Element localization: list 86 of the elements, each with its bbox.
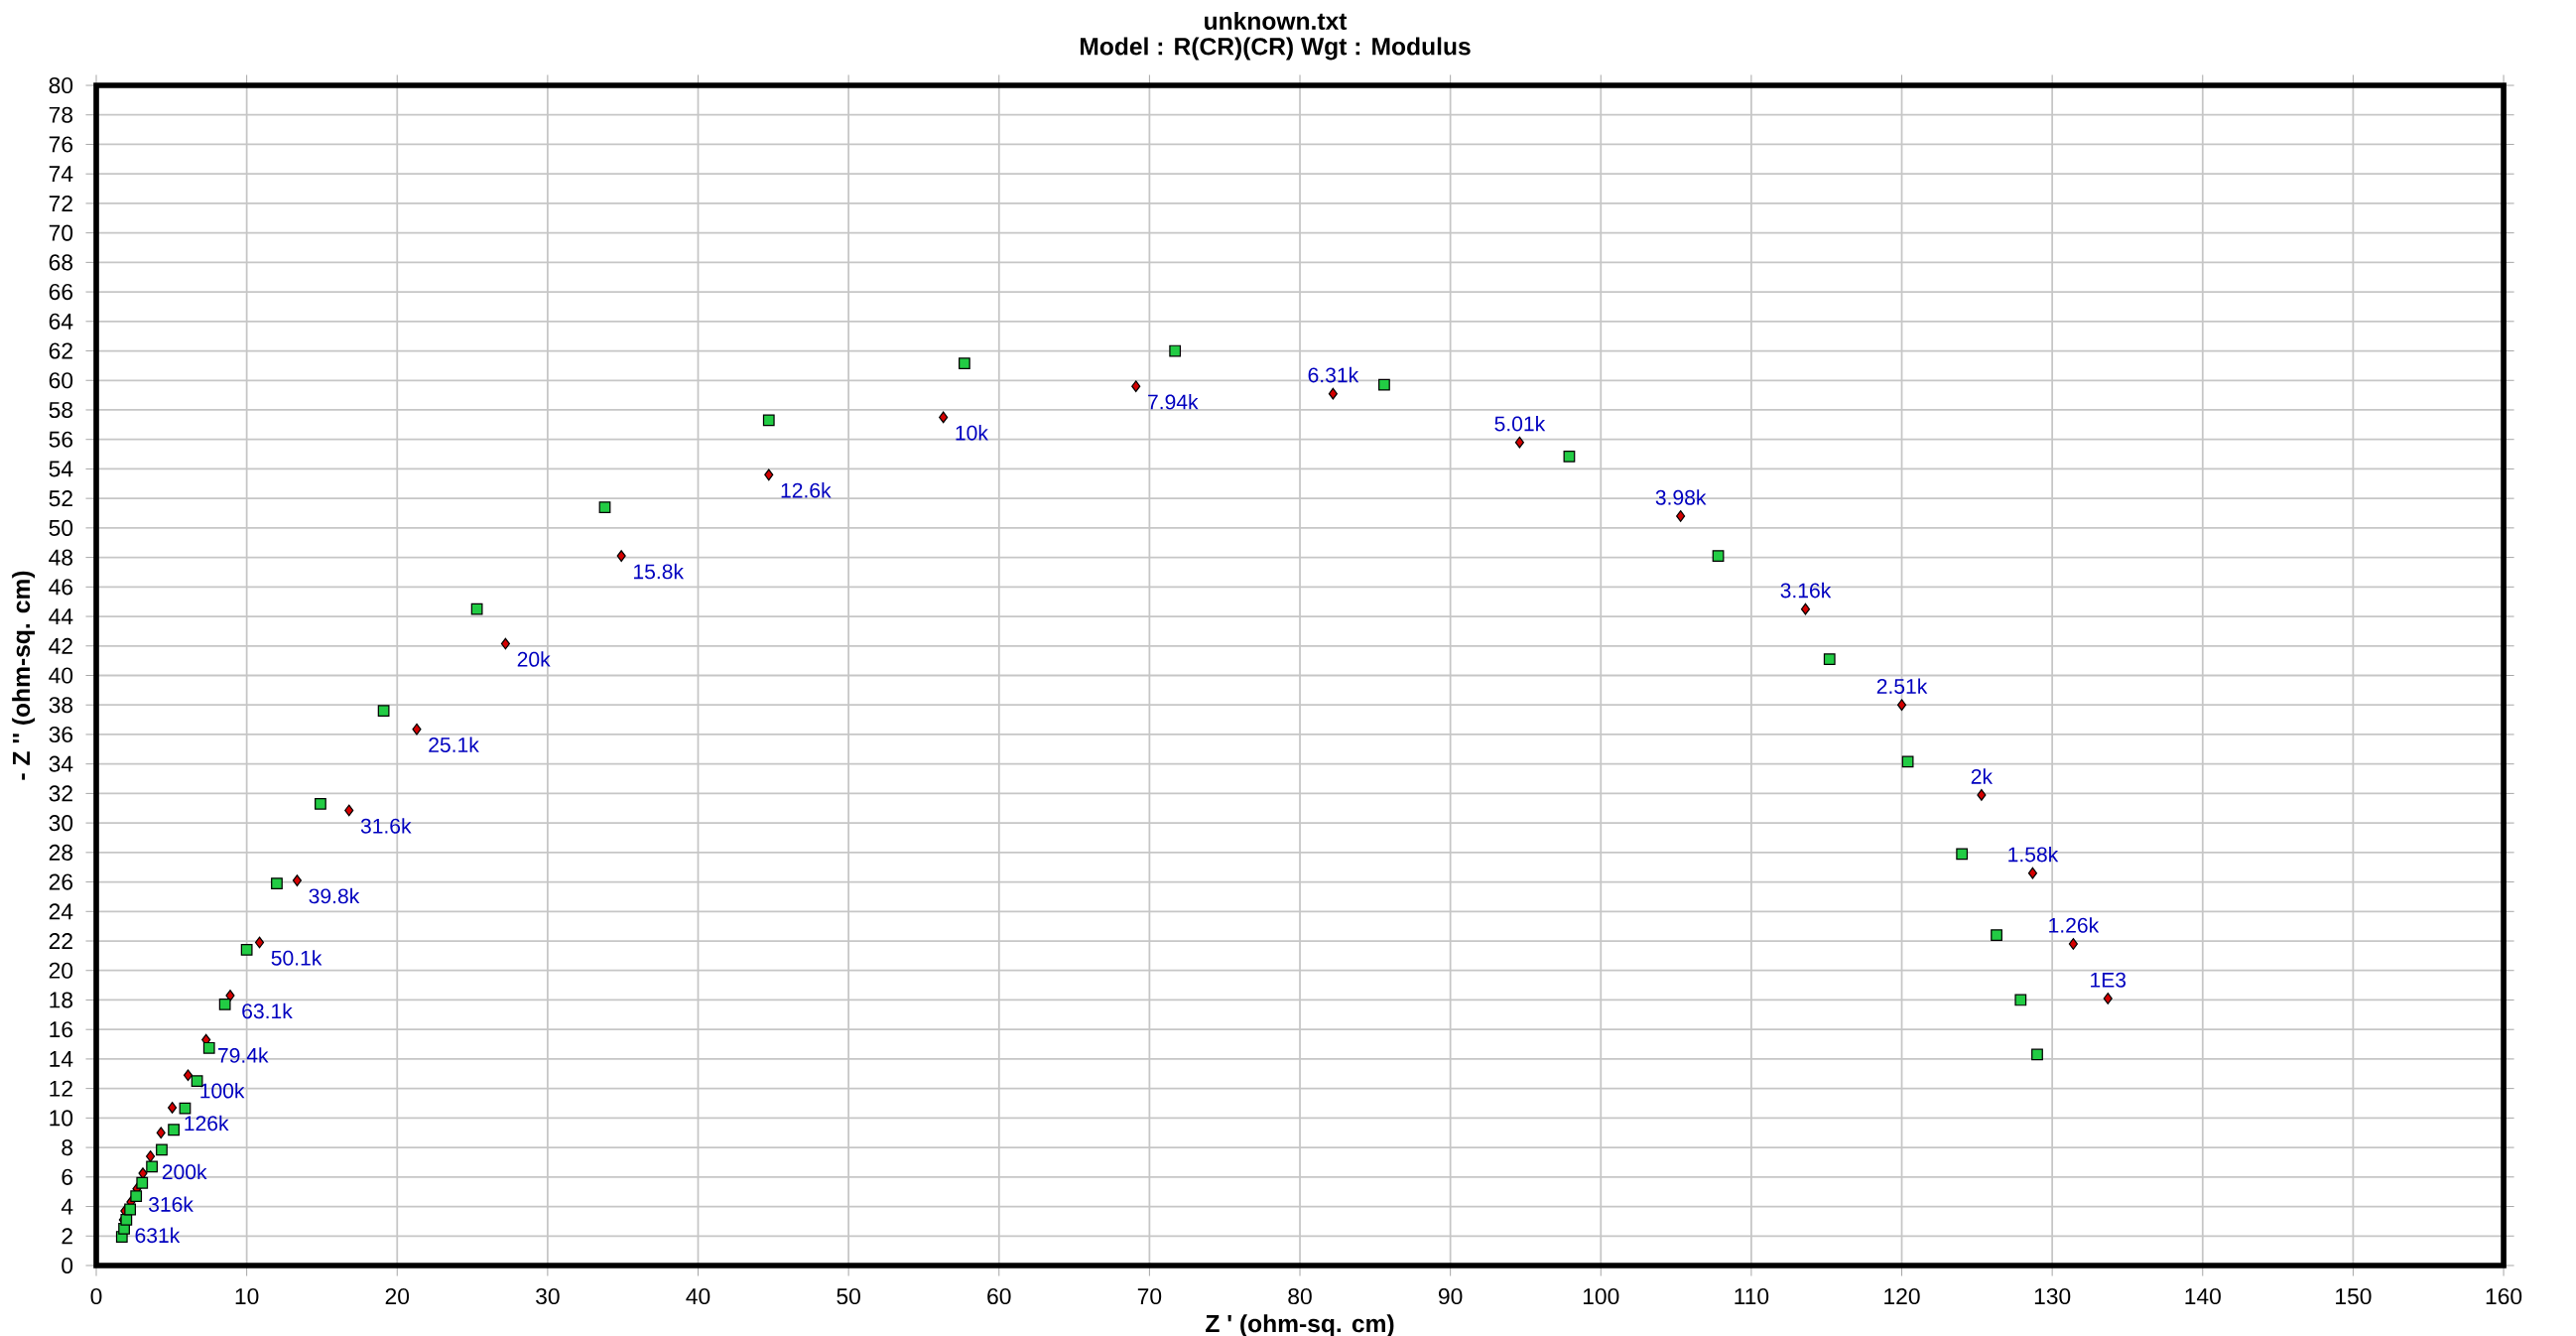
y-tick-label: 0 bbox=[62, 1257, 73, 1274]
y-tick-label: 2 bbox=[62, 1228, 72, 1245]
y-tick-label: 78 bbox=[49, 106, 73, 123]
x-tick-label: 10 bbox=[235, 1287, 259, 1305]
x-tick-label: 0 bbox=[90, 1287, 102, 1305]
annotation: 1E3 bbox=[2091, 972, 2126, 988]
annotation: 39.8k bbox=[309, 887, 360, 904]
y-tick-label: 68 bbox=[49, 254, 73, 271]
x-tick-label: 50 bbox=[837, 1287, 860, 1305]
annotation: 200k bbox=[162, 1163, 207, 1180]
y-tick-label: 70 bbox=[49, 224, 73, 241]
y-tick-label: 62 bbox=[49, 342, 72, 359]
x-tick-label: 40 bbox=[686, 1287, 710, 1305]
annotation: 316k bbox=[149, 1196, 193, 1212]
y-tick-label: 66 bbox=[49, 284, 73, 301]
y-axis-title: - Z '' (ohm-sq. cm) bbox=[12, 571, 36, 780]
annotation: 31.6k bbox=[360, 818, 412, 834]
annotation: 15.8k bbox=[634, 563, 685, 580]
annotation: 1.58k bbox=[2008, 846, 2059, 863]
annotation: 100k bbox=[200, 1082, 245, 1099]
x-tick-label: 20 bbox=[385, 1287, 410, 1305]
y-tick-label: 42 bbox=[49, 637, 72, 654]
x-tick-label: 120 bbox=[1884, 1287, 1920, 1305]
annotation: 50.1k bbox=[271, 950, 322, 966]
y-tick-label: 22 bbox=[49, 933, 72, 949]
annotation: 126k bbox=[185, 1115, 229, 1132]
y-tick-label: 46 bbox=[49, 579, 73, 596]
y-tick-label: 60 bbox=[49, 372, 73, 389]
chart-subtitle: Model : R(CR)(CR) Wgt : Modulus bbox=[1081, 37, 1471, 61]
annotation: 5.01k bbox=[1494, 415, 1546, 432]
y-tick-label: 54 bbox=[49, 461, 73, 477]
y-tick-label: 64 bbox=[49, 313, 73, 330]
y-tick-label: 38 bbox=[49, 697, 73, 714]
x-tick-label: 80 bbox=[1288, 1287, 1312, 1305]
x-tick-label: 70 bbox=[1137, 1287, 1162, 1305]
annotation: 7.94k bbox=[1148, 393, 1199, 410]
y-tick-label: 10 bbox=[50, 1110, 73, 1127]
annotation: 10k bbox=[956, 425, 988, 441]
y-tick-label: 52 bbox=[49, 490, 72, 507]
annotation: 631k bbox=[135, 1227, 181, 1244]
y-tick-label: 72 bbox=[49, 195, 72, 211]
y-tick-label: 36 bbox=[49, 726, 73, 743]
y-tick-label: 44 bbox=[49, 608, 73, 624]
x-tick-label: 140 bbox=[2185, 1287, 2221, 1305]
annotation: 12.6k bbox=[781, 482, 832, 498]
annotation: 3.98k bbox=[1655, 489, 1707, 505]
annotation: 1.26k bbox=[2049, 917, 2100, 933]
x-tick-label: 150 bbox=[2336, 1287, 2372, 1305]
y-tick-label: 24 bbox=[49, 903, 73, 920]
x-tick-label: 160 bbox=[2486, 1287, 2522, 1305]
annotation: 2k bbox=[1971, 768, 1994, 784]
y-tick-label: 30 bbox=[49, 815, 73, 832]
y-tick-label: 40 bbox=[49, 667, 73, 684]
y-tick-label: 76 bbox=[49, 136, 73, 153]
y-tick-label: 12 bbox=[50, 1080, 72, 1097]
x-tick-label: 60 bbox=[987, 1287, 1011, 1305]
annotation: 6.31k bbox=[1308, 366, 1359, 383]
annotation: 2.51k bbox=[1876, 678, 1928, 694]
annotation: 63.1k bbox=[242, 1002, 293, 1019]
y-tick-label: 58 bbox=[49, 401, 73, 419]
annotation: 20k bbox=[517, 651, 551, 667]
y-tick-label: 26 bbox=[49, 873, 73, 890]
y-tick-label: 50 bbox=[49, 519, 73, 536]
y-tick-label: 32 bbox=[49, 785, 72, 802]
y-tick-label: 8 bbox=[62, 1139, 73, 1156]
annotation: 25.1k bbox=[429, 736, 479, 752]
y-tick-label: 28 bbox=[49, 844, 73, 861]
y-tick-label: 16 bbox=[50, 1021, 73, 1038]
x-tick-label: 90 bbox=[1438, 1287, 1463, 1305]
y-tick-label: 34 bbox=[49, 755, 73, 772]
x-tick-label: 100 bbox=[1583, 1287, 1619, 1305]
y-tick-label: 18 bbox=[50, 992, 73, 1008]
y-tick-label: 74 bbox=[49, 166, 73, 183]
x-tick-label: 110 bbox=[1735, 1287, 1769, 1305]
chart-title: unknown.txt bbox=[1205, 11, 1348, 30]
y-tick-label: 80 bbox=[49, 76, 73, 94]
y-tick-label: 4 bbox=[61, 1198, 73, 1215]
y-tick-label: 20 bbox=[49, 962, 73, 979]
annotation: 3.16k bbox=[1780, 582, 1832, 599]
x-tick-label: 30 bbox=[536, 1287, 560, 1305]
y-tick-label: 48 bbox=[49, 549, 73, 566]
annotation: 79.4k bbox=[218, 1047, 269, 1063]
y-tick-label: 56 bbox=[49, 431, 73, 448]
y-tick-label: 14 bbox=[50, 1051, 73, 1067]
x-tick-label: 130 bbox=[2034, 1287, 2071, 1305]
y-tick-label: 6 bbox=[62, 1168, 73, 1185]
